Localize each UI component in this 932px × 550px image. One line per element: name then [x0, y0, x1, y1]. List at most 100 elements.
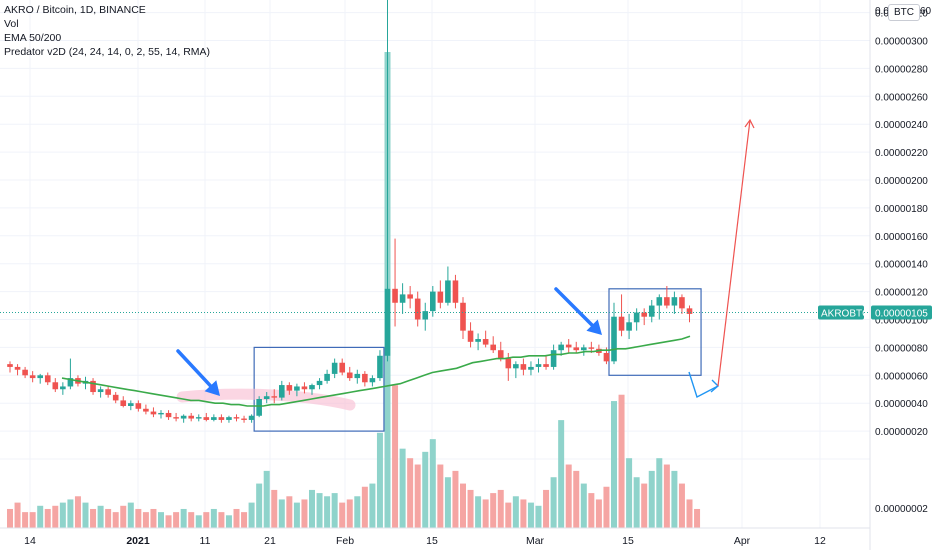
volume-bar — [512, 496, 519, 528]
candle-body — [120, 400, 127, 406]
price-tick-label: 0.00000100 — [875, 316, 928, 327]
volume-bar — [195, 515, 202, 528]
candle-body — [195, 417, 202, 419]
time-tick-label: Apr — [734, 535, 751, 547]
ticker-badge-label: AKROBTC — [821, 309, 869, 320]
candle-body — [29, 375, 36, 379]
time-tick-label: Mar — [526, 535, 545, 547]
candle-body — [271, 396, 278, 398]
volume-bars — [7, 52, 701, 528]
volume-bar — [225, 515, 232, 528]
volume-bar — [414, 464, 421, 528]
candle-body — [475, 339, 481, 342]
volume-bar — [437, 464, 444, 528]
annotation-arrows — [176, 287, 602, 396]
candle-body — [14, 366, 21, 370]
volume-bar — [52, 505, 59, 528]
candle-body — [135, 403, 142, 409]
candle-body — [505, 358, 512, 369]
volume-bar — [339, 502, 346, 528]
candle-body — [128, 403, 134, 406]
volume-bar — [543, 489, 550, 528]
volume-bar — [14, 502, 21, 528]
volume-bar — [648, 470, 655, 528]
volume-bar — [354, 496, 361, 528]
candle-body — [664, 297, 670, 306]
volume-bar — [127, 502, 134, 528]
candle-body — [490, 344, 496, 351]
price-tick-label: 0.00000240 — [875, 120, 928, 131]
candle-body — [263, 396, 270, 400]
candle-body — [648, 305, 655, 317]
candle-body — [354, 373, 361, 379]
candle-body — [573, 347, 580, 351]
volume-bar — [369, 483, 376, 528]
volume-bar — [248, 502, 255, 528]
price-tick-top-tail: 60 — [920, 6, 932, 17]
volume-bar — [558, 420, 565, 528]
volume-bar — [482, 499, 489, 528]
candle-body — [67, 378, 74, 387]
volume-bar — [399, 448, 406, 528]
candle-body — [301, 386, 308, 390]
candle-body — [346, 372, 353, 379]
price-tick-label: 0.00000002 — [875, 504, 928, 515]
candle-body — [656, 297, 663, 306]
candle-body — [414, 298, 421, 320]
price-axis[interactable]: 0.0600.000003400.000003200.000003000.000… — [875, 0, 932, 515]
volume-bar — [263, 470, 270, 528]
time-tick-label: 2021 — [126, 535, 150, 547]
candle-body — [105, 389, 111, 395]
candle-body — [241, 418, 247, 420]
candle-body — [558, 344, 564, 351]
down-right-arrow-icon — [176, 349, 220, 396]
candle-body — [445, 280, 451, 303]
candle-body — [467, 330, 474, 342]
candle-body — [203, 417, 210, 420]
volume-bar — [535, 505, 542, 528]
volume-bar — [135, 508, 142, 528]
volume-bar — [550, 477, 557, 528]
volume-bar — [173, 512, 180, 528]
ema-legend[interactable]: EMA 50/200 — [4, 32, 62, 44]
volume-bar — [527, 502, 534, 528]
candle-body — [60, 386, 66, 390]
volume-bar — [444, 477, 451, 528]
price-tick-label: 0.00000040 — [875, 399, 928, 410]
volume-bar — [90, 508, 97, 528]
volume-bar — [7, 508, 13, 528]
candle-body — [112, 394, 119, 401]
candle-body — [211, 417, 217, 420]
price-tick-label: 0.00000160 — [875, 232, 928, 243]
candle-body — [180, 415, 187, 419]
candle-body — [543, 364, 549, 367]
candle-body — [324, 373, 330, 381]
volume-bar — [467, 489, 474, 528]
volume-bar — [218, 512, 225, 528]
time-tick-label: 15 — [426, 535, 438, 547]
symbol-title[interactable]: AKRO / Bitcoin, 1D, BINANCE — [4, 4, 146, 16]
candle-body — [37, 375, 43, 379]
volume-bar — [22, 512, 29, 528]
currency-button[interactable]: BTC — [888, 4, 920, 21]
volume-bar — [429, 439, 436, 528]
candle-body — [618, 316, 625, 331]
candle-body — [44, 375, 51, 383]
projection-path — [688, 118, 755, 399]
volume-bar — [618, 394, 625, 528]
time-tick-label: 11 — [200, 535, 211, 547]
time-axis[interactable]: 14 2021 11 21 Feb 15 Mar 15 Apr 12 — [0, 527, 870, 547]
candle-body — [535, 364, 542, 367]
volume-bar — [82, 502, 89, 528]
candle-body — [158, 412, 164, 415]
candle-body — [520, 364, 527, 370]
indicator-legend[interactable]: Predator v2D (24, 24, 14, 0, 2, 55, 14, … — [4, 46, 211, 58]
price-tick-label: 0.00000020 — [875, 427, 928, 438]
volume-legend[interactable]: Vol — [4, 18, 19, 30]
candle-body — [362, 373, 368, 383]
time-tick-label: 14 — [24, 535, 36, 547]
volume-bar — [678, 483, 685, 528]
volume-bar — [603, 486, 610, 528]
volume-bar — [407, 458, 414, 528]
